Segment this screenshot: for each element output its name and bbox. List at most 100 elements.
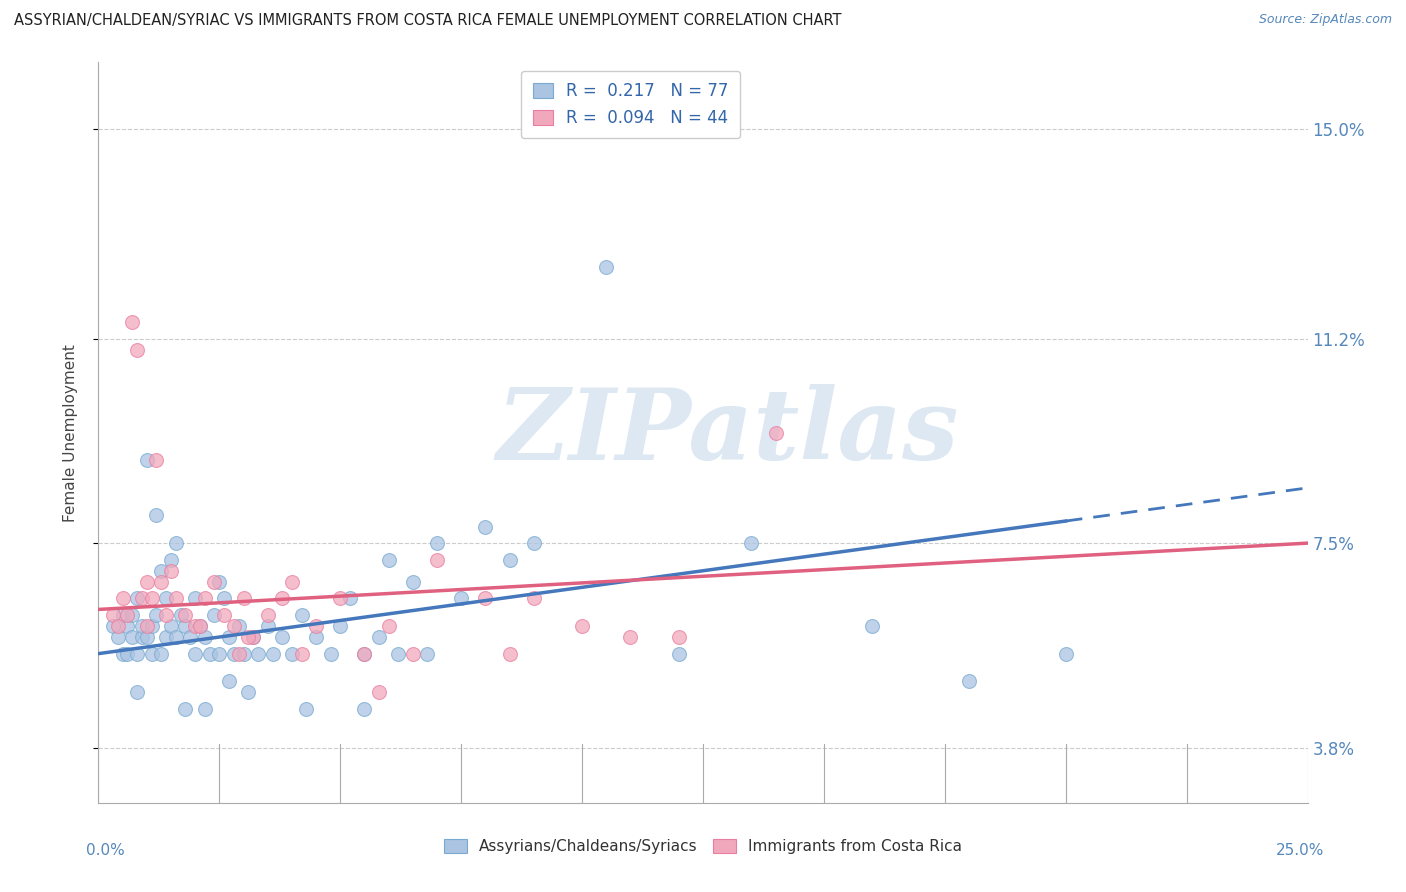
Point [668,647,690,661]
Point [281,574,304,589]
Point [498,552,520,566]
Y-axis label: Female Unemployment: Female Unemployment [63,343,77,522]
Point [242,630,264,644]
Point [228,647,250,661]
Point [377,552,399,566]
Point [198,647,221,661]
Point [160,619,183,633]
Point [353,647,375,661]
Point [339,591,361,606]
Point [208,647,231,661]
Point [127,647,149,661]
Point [135,630,157,644]
Point [174,619,197,633]
Point [188,619,211,633]
Point [281,647,304,661]
Point [141,591,163,606]
Point [387,647,409,661]
Point [117,619,139,633]
Point [165,536,187,550]
Point [174,702,197,716]
Point [150,574,173,589]
Point [111,591,134,606]
Point [160,552,183,566]
Point [353,702,375,716]
Point [155,591,177,606]
Point [416,647,439,661]
Point [117,607,139,622]
Text: Source: ZipAtlas.com: Source: ZipAtlas.com [1258,13,1392,27]
Point [1054,647,1077,661]
Point [145,453,167,467]
Point [165,591,187,606]
Point [204,607,226,622]
Point [232,647,254,661]
Point [271,591,294,606]
Point [329,591,352,606]
Point [242,630,264,644]
Point [174,607,197,622]
Point [426,552,449,566]
Point [238,685,260,699]
Point [107,630,129,644]
Point [319,647,342,661]
Point [571,619,593,633]
Point [111,647,134,661]
Point [450,591,472,606]
Point [256,607,278,622]
Point [155,607,177,622]
Point [155,630,177,644]
Point [619,630,641,644]
Point [426,536,449,550]
Point [107,619,129,633]
Point [150,647,173,661]
Point [127,343,149,357]
Point [212,607,235,622]
Point [135,574,157,589]
Point [368,630,391,644]
Point [377,619,399,633]
Point [271,630,294,644]
Point [135,453,157,467]
Point [194,630,217,644]
Point [141,647,163,661]
Point [402,574,425,589]
Point [368,685,391,699]
Text: 25.0%: 25.0% [1277,843,1324,858]
Point [127,685,149,699]
Point [262,647,284,661]
Point [131,630,153,644]
Point [305,630,328,644]
Point [218,630,240,644]
Point [111,607,134,622]
Point [194,702,217,716]
Text: ASSYRIAN/CHALDEAN/SYRIAC VS IMMIGRANTS FROM COSTA RICA FEMALE UNEMPLOYMENT CORRE: ASSYRIAN/CHALDEAN/SYRIAC VS IMMIGRANTS F… [14,13,842,29]
Point [121,315,143,329]
Legend: Assyrians/Chaldeans/Syriacs, Immigrants from Costa Rica: Assyrians/Chaldeans/Syriacs, Immigrants … [436,831,970,862]
Point [184,647,207,661]
Point [595,260,617,274]
Point [247,647,270,661]
Point [184,591,207,606]
Point [668,630,690,644]
Point [169,607,191,622]
Point [523,536,546,550]
Point [218,674,240,689]
Point [498,647,520,661]
Point [145,607,167,622]
Point [141,619,163,633]
Point [184,619,207,633]
Point [329,619,352,633]
Point [145,508,167,523]
Point [740,536,762,550]
Point [212,591,235,606]
Point [474,591,496,606]
Point [101,607,124,622]
Point [222,647,245,661]
Text: 0.0%: 0.0% [86,843,125,858]
Point [305,619,328,633]
Point [765,425,787,440]
Point [131,619,153,633]
Point [121,630,143,644]
Point [160,564,183,578]
